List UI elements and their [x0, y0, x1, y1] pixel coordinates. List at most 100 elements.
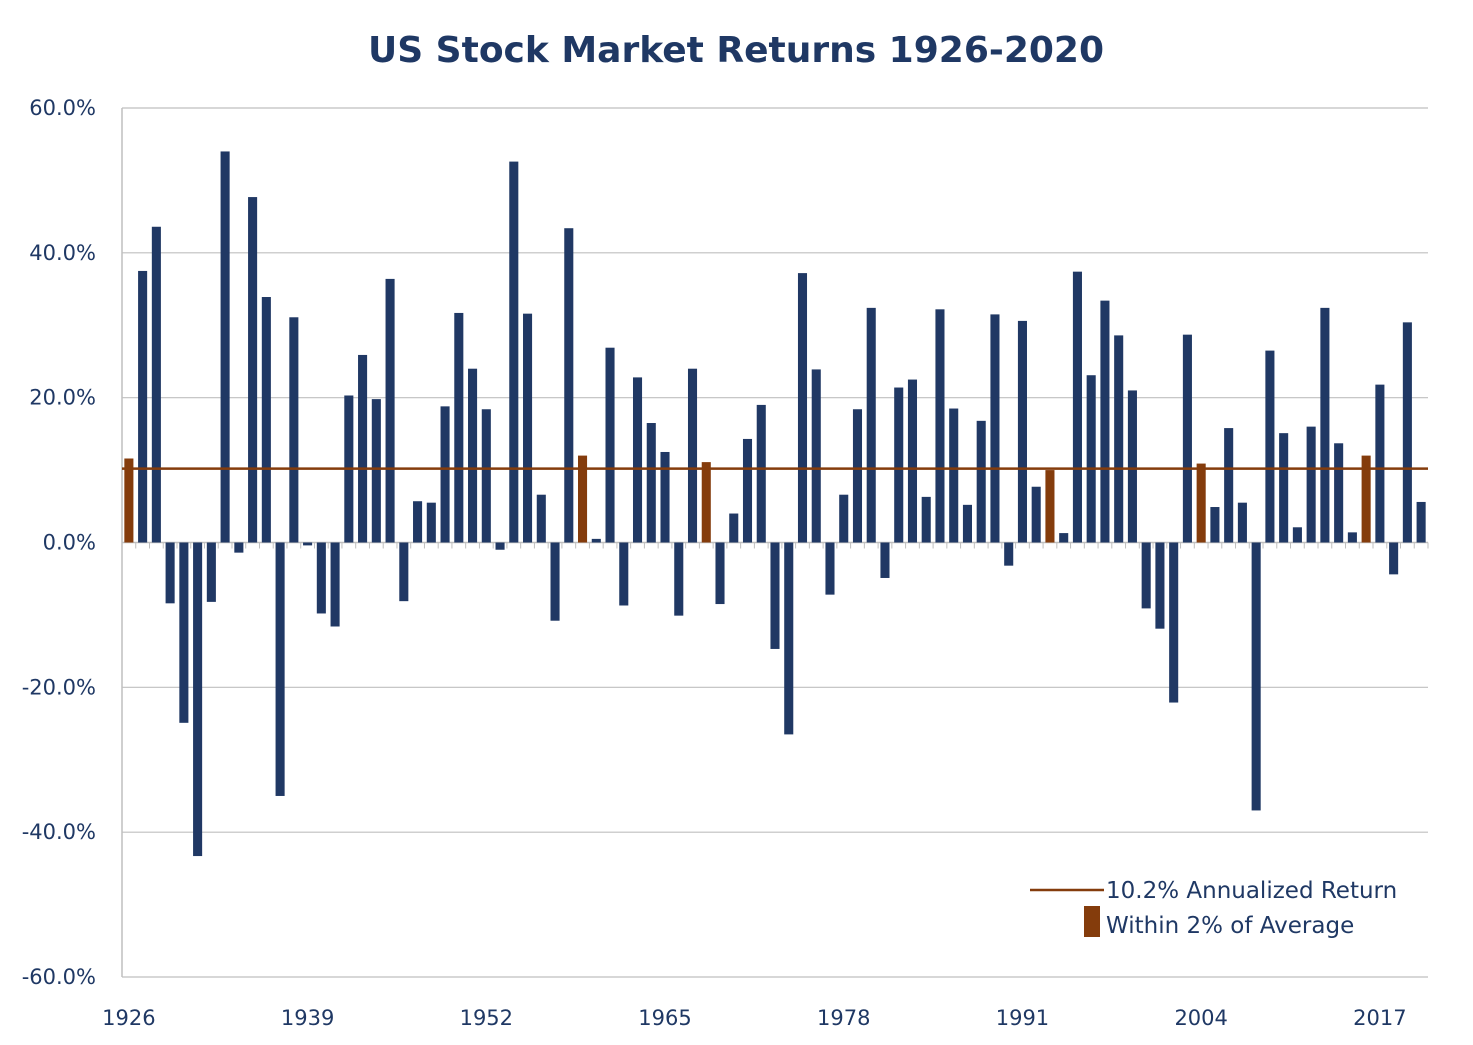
bar	[1004, 542, 1014, 566]
bar	[151, 226, 161, 543]
bar	[880, 542, 890, 578]
bar	[1375, 384, 1385, 543]
bar	[509, 161, 519, 543]
bar-highlight	[701, 462, 711, 543]
bar	[385, 278, 395, 543]
bar	[1114, 335, 1124, 543]
bar	[839, 494, 849, 543]
bar	[921, 496, 931, 543]
bar	[179, 542, 189, 723]
bar	[949, 408, 959, 543]
x-tick-label: 1991	[996, 1006, 1049, 1030]
bar	[1416, 501, 1426, 543]
bar	[481, 409, 491, 543]
bar	[866, 307, 876, 543]
y-tick-label: 40.0%	[29, 241, 96, 265]
bar	[729, 513, 739, 543]
bar	[138, 270, 148, 543]
bar	[756, 404, 766, 543]
bar	[399, 542, 409, 602]
bar	[1072, 271, 1082, 543]
x-tick-label: 1952	[460, 1006, 513, 1030]
bar	[193, 542, 203, 857]
bar-highlight	[1196, 463, 1206, 543]
gridlines	[122, 107, 1428, 978]
x-tick-label: 1965	[638, 1006, 691, 1030]
bar	[1334, 443, 1344, 543]
y-tick-label: 0.0%	[43, 531, 96, 555]
bar	[894, 387, 904, 543]
bar	[1017, 320, 1027, 543]
y-tick-label: -40.0%	[22, 820, 96, 844]
bar	[165, 542, 175, 604]
bar	[1347, 532, 1357, 543]
x-tick-label: 1939	[281, 1006, 334, 1030]
bar	[1031, 486, 1041, 543]
bar	[234, 542, 244, 553]
bar	[1127, 390, 1137, 543]
bar	[632, 377, 643, 543]
x-tick-label: 1926	[102, 1006, 155, 1030]
bar	[316, 542, 326, 614]
bar	[1320, 307, 1330, 543]
bar	[1210, 507, 1220, 543]
bar-highlight	[124, 458, 134, 543]
y-tick-label: 20.0%	[29, 386, 96, 410]
bar	[220, 151, 230, 543]
bar	[564, 228, 574, 543]
legend-highlight-label: Within 2% of Average	[1106, 913, 1354, 939]
bar	[1224, 428, 1234, 543]
bars-group	[124, 151, 1426, 857]
bar	[591, 538, 601, 543]
bar	[1306, 426, 1316, 543]
bar	[825, 542, 835, 595]
bar	[1389, 542, 1399, 575]
x-tick-label: 2017	[1353, 1006, 1406, 1030]
x-tick-label: 1978	[817, 1006, 870, 1030]
bar	[1402, 322, 1412, 543]
x-axis-tick-marks	[121, 542, 1429, 549]
bar	[523, 313, 533, 543]
bar	[1237, 502, 1247, 543]
bar	[495, 542, 505, 550]
bar	[811, 369, 821, 543]
x-axis-tick-labels: 1926 1939 1952 1965 1978 1991 2004 2017	[102, 1006, 1406, 1030]
bar	[248, 197, 258, 543]
bar	[413, 501, 423, 543]
bar-highlight	[1045, 470, 1055, 543]
bar	[715, 542, 725, 605]
bar	[1141, 542, 1151, 609]
y-tick-label: 60.0%	[29, 96, 96, 120]
bar	[1059, 533, 1069, 543]
bar	[358, 354, 368, 543]
bar	[646, 423, 656, 543]
bar-highlight	[578, 455, 588, 543]
bar	[935, 309, 945, 543]
bar	[976, 420, 986, 543]
legend-average-label: 10.2% Annualized Return	[1106, 878, 1397, 904]
bar	[962, 504, 972, 543]
y-tick-label: -60.0%	[22, 965, 96, 989]
bar	[330, 542, 340, 627]
bar	[468, 368, 478, 543]
bar	[619, 542, 629, 606]
bar	[742, 438, 753, 543]
bar	[1155, 542, 1165, 629]
x-tick-label: 2004	[1174, 1006, 1227, 1030]
bar	[770, 542, 780, 649]
bar	[852, 409, 863, 543]
bar	[303, 542, 313, 546]
bar	[1292, 527, 1302, 543]
chart-title: US Stock Market Returns 1926-2020	[368, 30, 1104, 71]
bar	[605, 347, 615, 543]
bar	[550, 542, 560, 621]
bar	[440, 406, 450, 543]
bar	[275, 542, 285, 796]
bar	[907, 379, 918, 543]
bar	[1169, 542, 1179, 703]
bar	[1182, 334, 1192, 543]
bar	[426, 502, 436, 543]
legend: 10.2% Annualized Return Within 2% of Ave…	[1030, 878, 1397, 939]
legend-highlight-swatch	[1084, 906, 1100, 937]
